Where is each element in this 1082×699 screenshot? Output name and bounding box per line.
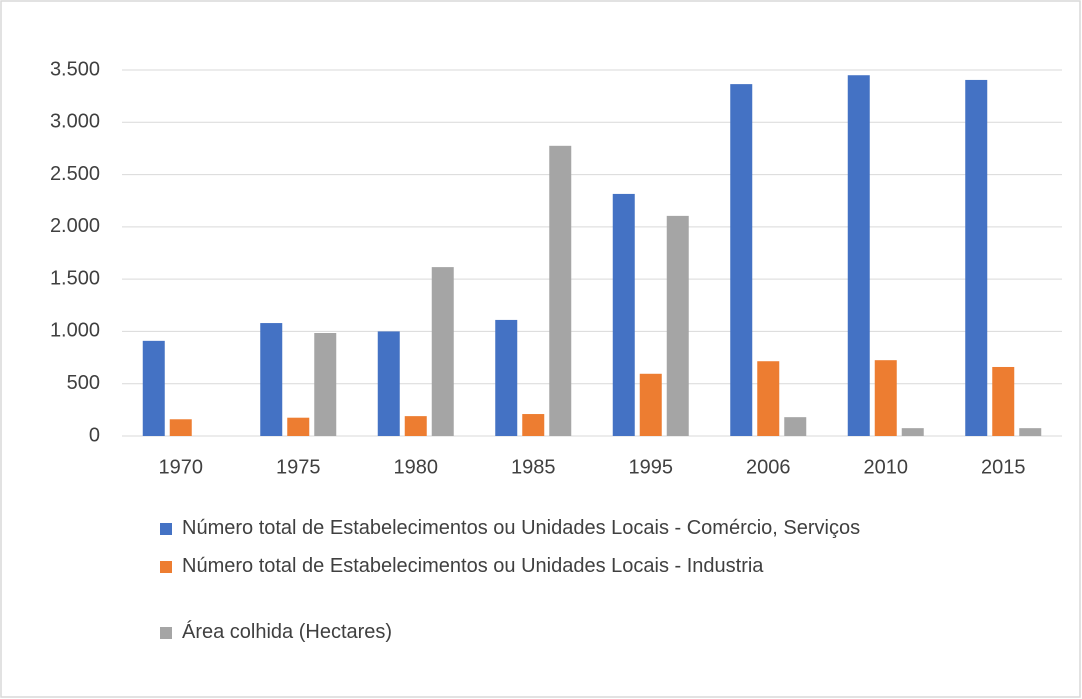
bar xyxy=(431,267,454,436)
y-tick-label: 1.000 xyxy=(50,320,100,342)
bar xyxy=(901,428,924,436)
bar xyxy=(612,193,635,436)
bar xyxy=(260,323,283,436)
bar xyxy=(874,360,897,436)
bar xyxy=(757,361,780,436)
legend-label: Área colhida (Hectares) xyxy=(182,621,393,643)
legend-entry: Número total de Estabelecimentos ou Unid… xyxy=(160,514,1000,542)
bar xyxy=(287,417,310,436)
y-tick-label: 1.500 xyxy=(50,267,100,289)
legend-entry: Área colhida (Hectares) xyxy=(160,618,1000,646)
y-tick-label: 500 xyxy=(67,372,100,394)
y-tick-label: 3.500 xyxy=(50,58,100,80)
legend: Número total de Estabelecimentos ou Unid… xyxy=(160,514,1000,646)
bar xyxy=(314,332,337,436)
bar xyxy=(965,79,988,436)
bar xyxy=(142,340,165,436)
legend-label: Número total de Estabelecimentos ou Unid… xyxy=(182,555,764,577)
bar xyxy=(549,145,572,437)
bar xyxy=(377,331,400,436)
bar xyxy=(404,416,427,436)
x-tick-label: 1995 xyxy=(629,456,674,478)
x-tick-label: 2015 xyxy=(981,456,1026,478)
x-tick-label: 1970 xyxy=(159,456,204,478)
x-tick-label: 2010 xyxy=(864,456,909,478)
y-tick-label: 2.000 xyxy=(50,215,100,237)
x-tick-label: 2006 xyxy=(746,456,791,478)
bar xyxy=(495,319,518,436)
x-tick-label: 1985 xyxy=(511,456,556,478)
bar xyxy=(847,75,870,436)
legend-entry: Número total de Estabelecimentos ou Unid… xyxy=(160,552,1000,580)
x-tick-label: 1980 xyxy=(394,456,439,478)
bar xyxy=(784,417,807,436)
y-tick-label: 3.000 xyxy=(50,111,100,133)
bar xyxy=(169,419,192,436)
bar xyxy=(730,84,753,437)
legend-label: Número total de Estabelecimentos ou Unid… xyxy=(182,517,861,539)
legend-swatch xyxy=(160,561,172,573)
bar xyxy=(666,215,689,436)
bar xyxy=(522,414,545,436)
y-tick-label: 0 xyxy=(89,424,100,446)
legend-swatch xyxy=(160,523,172,535)
bar xyxy=(992,366,1015,436)
y-tick-label: 2.500 xyxy=(50,163,100,185)
legend-swatch xyxy=(160,627,172,639)
bar xyxy=(639,373,662,436)
x-tick-label: 1975 xyxy=(276,456,321,478)
bar xyxy=(1019,428,1042,436)
